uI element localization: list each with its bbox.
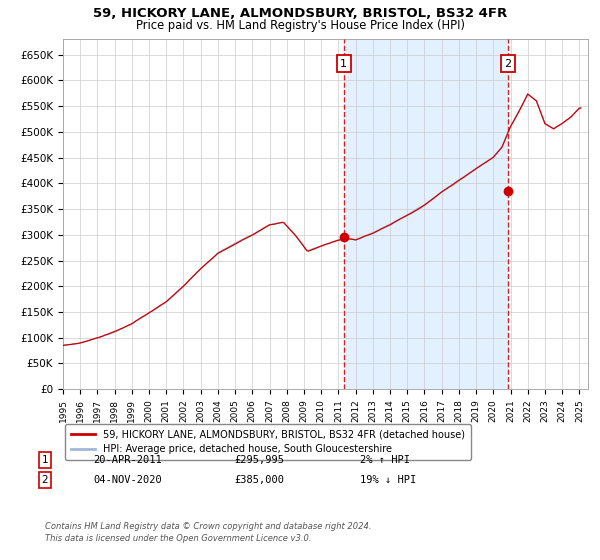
Text: £295,995: £295,995 [234,455,284,465]
Text: 2: 2 [41,475,49,485]
Text: 20-APR-2011: 20-APR-2011 [93,455,162,465]
Bar [344,39,508,389]
Text: Price paid vs. HM Land Registry's House Price Index (HPI): Price paid vs. HM Land Registry's House … [136,19,464,32]
Text: Contains HM Land Registry data © Crown copyright and database right 2024.
This d: Contains HM Land Registry data © Crown c… [45,522,371,543]
Text: 59, HICKORY LANE, ALMONDSBURY, BRISTOL, BS32 4FR: 59, HICKORY LANE, ALMONDSBURY, BRISTOL, … [93,7,507,20]
Text: £385,000: £385,000 [234,475,284,485]
Text: 1: 1 [41,455,49,465]
Text: 2% ↑ HPI: 2% ↑ HPI [360,455,410,465]
Text: 04-NOV-2020: 04-NOV-2020 [93,475,162,485]
Text: 1: 1 [340,59,347,69]
Text: 19% ↓ HPI: 19% ↓ HPI [360,475,416,485]
Legend: 59, HICKORY LANE, ALMONDSBURY, BRISTOL, BS32 4FR (detached house), HPI: Average : 59, HICKORY LANE, ALMONDSBURY, BRISTOL, … [65,424,471,460]
Text: 2: 2 [505,59,512,69]
